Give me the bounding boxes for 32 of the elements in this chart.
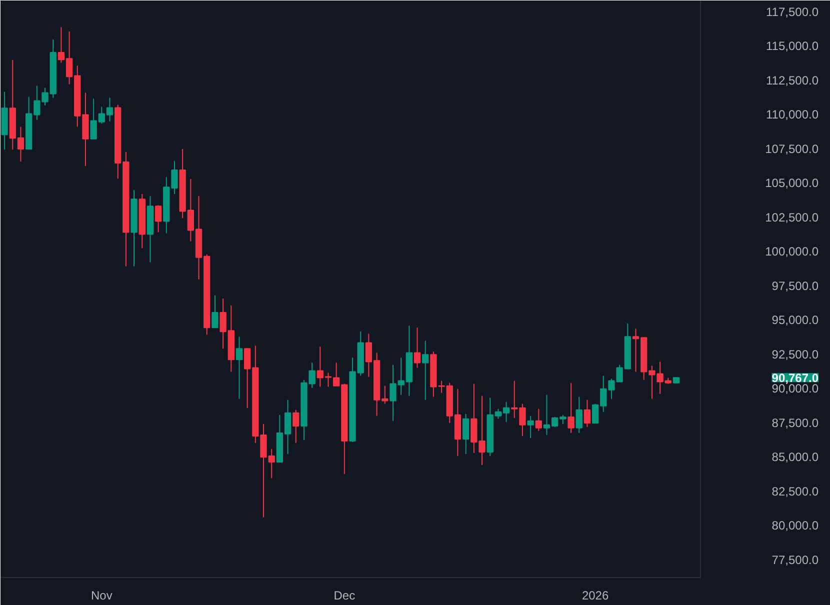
candlestick	[568, 382, 574, 434]
candlestick	[292, 409, 300, 444]
x-tick-label: Nov	[90, 588, 112, 602]
y-tick-label: 112,500.0	[766, 73, 819, 88]
y-tick-label: 105,000.0	[765, 176, 819, 190]
y-tick-label: 110,000.0	[766, 108, 819, 122]
candlestick	[422, 340, 429, 400]
candlestick	[535, 408, 542, 432]
x-tick-label: Dec	[334, 588, 356, 602]
y-tick-label: 117,500.0	[766, 4, 819, 19]
y-tick-label: 82,500.0	[772, 484, 819, 498]
y-tick-label: 97,500.0	[772, 278, 819, 293]
y-tick-label: 107,500.0	[765, 142, 819, 156]
candlestick	[414, 327, 421, 368]
candlestick	[154, 204, 162, 233]
candlestick	[462, 413, 470, 455]
y-tick-label: 92,500.0	[772, 347, 819, 362]
y-tick-label: 115,000.0	[766, 39, 819, 54]
x-tick-label: 2026	[582, 588, 609, 602]
candlestick	[576, 396, 582, 434]
candlestick	[212, 294, 218, 328]
y-tick-label: 87,500.0	[772, 416, 819, 430]
y-tick-label: 80,000.0	[772, 518, 819, 533]
candlestick	[236, 336, 243, 400]
candlestick	[584, 399, 591, 428]
y-tick-label: 77,500.0	[772, 552, 819, 567]
text: 90,767.0	[772, 371, 819, 386]
y-tick-label: 95,000.0	[772, 313, 819, 328]
y-tick-label: 85,000.0	[772, 450, 819, 464]
y-tick-label: 102,500.0	[765, 210, 819, 224]
y-tick-label: 100,000.0	[765, 244, 819, 259]
candlestick	[527, 415, 534, 439]
